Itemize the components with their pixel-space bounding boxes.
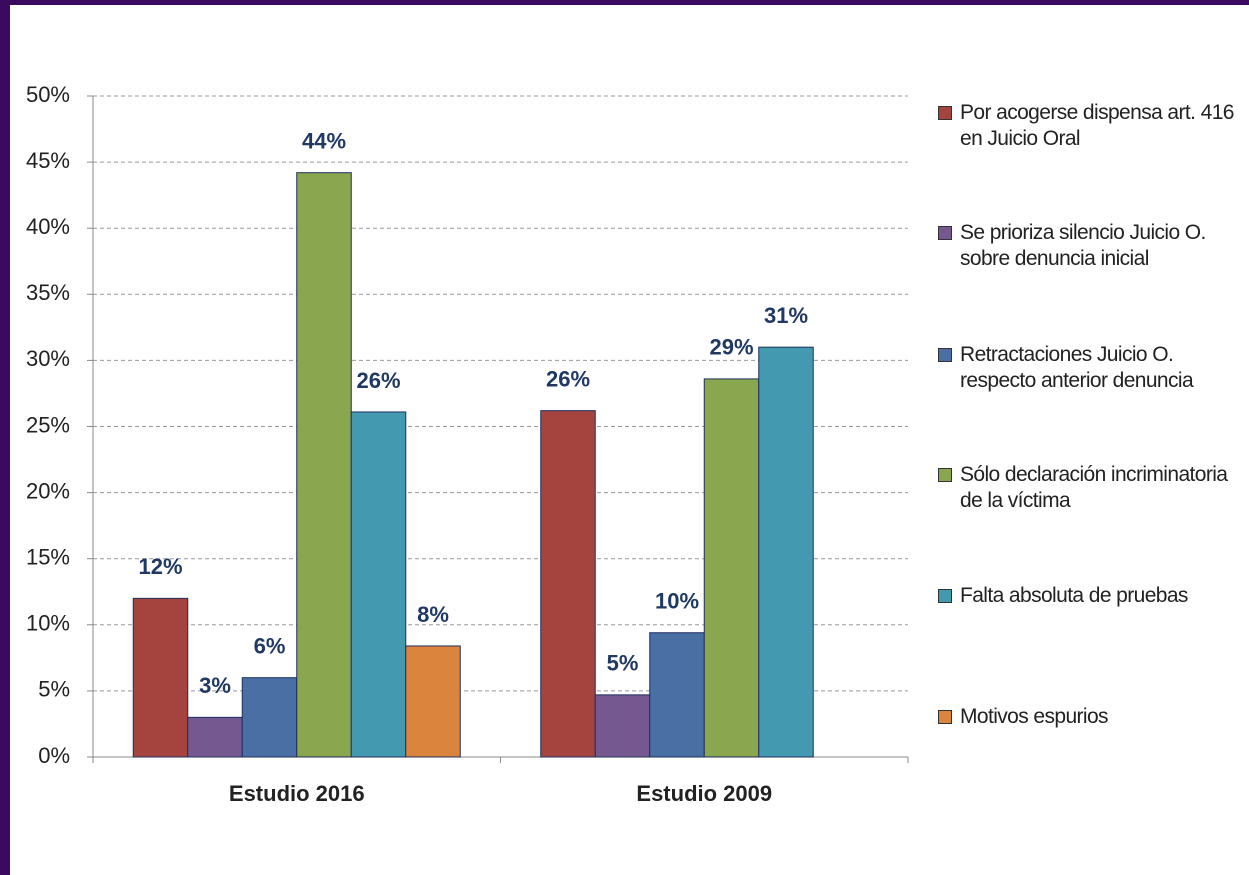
- legend-label: Sólo declaración incriminatoria de la ví…: [960, 463, 1228, 512]
- y-tick-label: 0%: [38, 743, 70, 768]
- legend-swatch: [938, 226, 952, 240]
- y-tick-label: 25%: [26, 412, 70, 437]
- y-tick-label: 20%: [26, 478, 70, 503]
- legend-swatch: [938, 106, 952, 120]
- y-tick-label: 35%: [26, 280, 70, 305]
- value-label: 5%: [607, 651, 639, 676]
- legend-entry: Por acogerse dispensa art. 416 en Juicio…: [938, 100, 1238, 152]
- bar: [703, 378, 760, 758]
- legend-swatch: [938, 710, 952, 724]
- legend-label: Motivos espurios: [960, 705, 1109, 728]
- bar: [350, 411, 407, 758]
- legend-swatch: [938, 589, 952, 603]
- legend-label: Falta absoluta de pruebas: [960, 584, 1188, 607]
- value-label: 6%: [254, 633, 286, 658]
- bar: [187, 716, 243, 758]
- legend-entry: Sólo declaración incriminatoria de la ví…: [938, 462, 1238, 514]
- y-tick-label: 45%: [26, 148, 70, 173]
- y-tick-label: 30%: [26, 346, 70, 371]
- legend-swatch: [938, 468, 952, 482]
- bar: [649, 632, 705, 758]
- x-tick-label: Estudio 2009: [636, 781, 772, 806]
- bar: [241, 677, 298, 758]
- bar: [405, 645, 461, 758]
- y-tick-label: 50%: [26, 82, 70, 107]
- x-tick-label: Estudio 2016: [229, 781, 365, 806]
- legend-entry: Retractaciones Juicio O. respecto anteri…: [938, 342, 1238, 394]
- value-label: 29%: [709, 335, 753, 360]
- y-tick-label: 15%: [26, 545, 70, 570]
- value-label: 26%: [546, 366, 590, 391]
- bar: [758, 346, 814, 758]
- legend-label: Por acogerse dispensa art. 416 en Juicio…: [960, 101, 1234, 150]
- value-label: 12%: [138, 554, 182, 579]
- y-tick-label: 40%: [26, 214, 70, 239]
- legend-entry: Se prioriza silencio Juicio O. sobre den…: [938, 220, 1238, 272]
- bar: [594, 694, 651, 758]
- value-label: 44%: [302, 128, 346, 153]
- value-label: 26%: [356, 368, 400, 393]
- y-tick-label: 10%: [26, 611, 70, 636]
- legend-label: Retractaciones Juicio O. respecto anteri…: [960, 343, 1194, 392]
- legend-swatch: [938, 348, 952, 362]
- legend-entry: Falta absoluta de pruebas: [938, 583, 1238, 609]
- legend-entry: Motivos espurios: [938, 704, 1238, 730]
- bar: [296, 172, 352, 758]
- bar: [540, 410, 596, 758]
- y-tick-label: 5%: [38, 677, 70, 702]
- value-label: 31%: [764, 303, 808, 328]
- value-label: 3%: [199, 673, 231, 698]
- value-label: 10%: [655, 589, 699, 614]
- value-label: 8%: [417, 602, 449, 627]
- legend-label: Se prioriza silencio Juicio O. sobre den…: [960, 221, 1206, 270]
- bar: [132, 597, 189, 758]
